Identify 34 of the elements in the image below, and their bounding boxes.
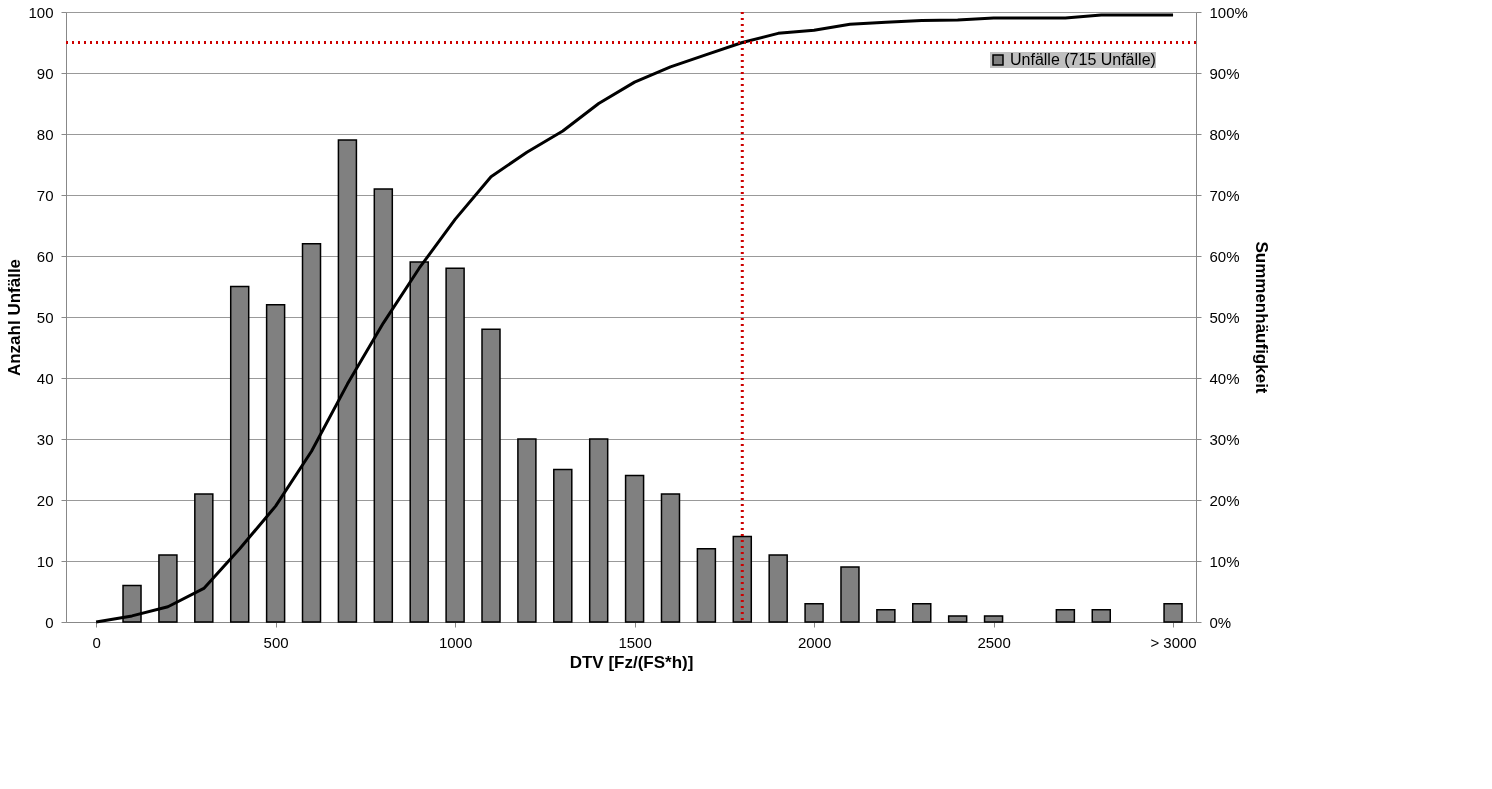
y-tick-label: 60 <box>36 247 54 265</box>
y2-tick-label: 10% <box>1209 552 1240 570</box>
y-tick-label: 10 <box>36 552 54 570</box>
y-tick-label: 80 <box>36 125 54 143</box>
y2-tick-label: 60% <box>1209 247 1240 265</box>
y2-tick-label: 0% <box>1209 613 1232 631</box>
y2-tick-label: 70% <box>1209 186 1240 204</box>
x-tick-label: 2000 <box>797 633 832 651</box>
x-tick-label: 500 <box>263 633 289 651</box>
y-tick-label: 100 <box>28 3 54 21</box>
y-tick-label: 30 <box>36 430 54 448</box>
y2-tick-label: 90% <box>1209 64 1240 82</box>
y-tick-label: 50 <box>36 308 54 326</box>
y2-axis-title: Summenhäufigkeit <box>1251 241 1271 394</box>
x-tick-label: 1000 <box>438 633 473 651</box>
y-tick-label: 70 <box>36 186 54 204</box>
x-tick-label: 1500 <box>618 633 652 651</box>
y-tick-label: 90 <box>36 64 54 82</box>
y2-tick-label: 30% <box>1209 430 1240 448</box>
y2-tick-label: 20% <box>1209 491 1240 509</box>
line-series <box>94 13 1175 624</box>
x-tick-label: 0 <box>92 633 101 651</box>
y2-tick-label: 80% <box>1209 125 1240 143</box>
y-axis-title: Anzahl Unfälle <box>5 258 25 377</box>
y2-tick-label: 40% <box>1209 369 1240 387</box>
y-tick-label: 0 <box>45 613 54 631</box>
y2-tick-label: 50% <box>1209 308 1240 326</box>
legend-label: Unfälle (715 Unfälle) <box>1010 51 1156 68</box>
x-tick-label: > 3000 <box>1150 633 1197 651</box>
y-tick-label: 40 <box>36 369 54 387</box>
y-tick-label: 20 <box>36 491 54 509</box>
x-axis-title: DTV [Fz/(FS*h)] <box>569 652 694 672</box>
y2-tick-label: 100% <box>1209 3 1248 21</box>
x-tick-label: 2500 <box>977 633 1011 651</box>
